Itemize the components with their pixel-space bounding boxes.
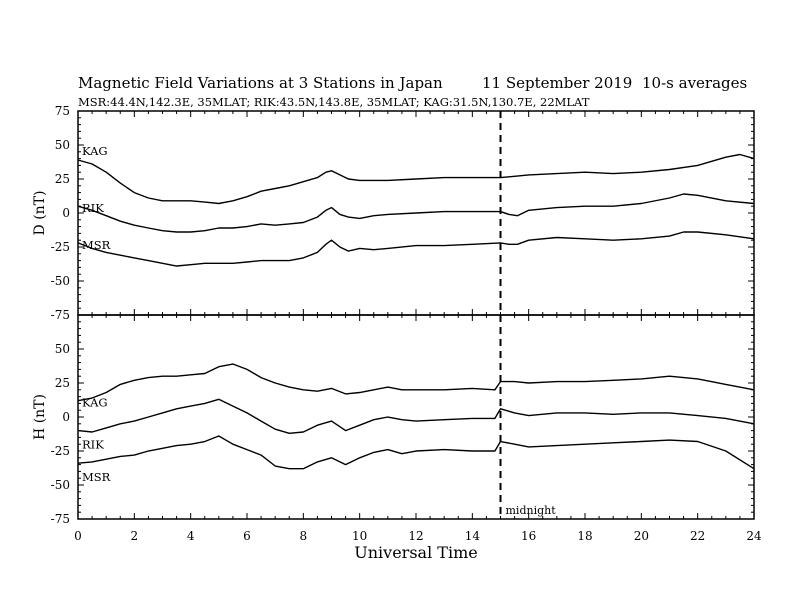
d-y-tick-label: -75 <box>51 308 70 322</box>
h-series-label-kag: KAG <box>82 396 108 410</box>
d-series-label-kag: KAG <box>82 144 108 158</box>
h-y-tick-label: 25 <box>55 376 70 390</box>
x-tick-label: 12 <box>408 529 423 543</box>
station-coordinates: MSR:44.4N,142.3E, 35MLAT; RIK:43.5N,143.… <box>78 95 590 109</box>
h-series-label-rik: RIK <box>82 438 104 452</box>
d-series-msr-line <box>77 231 755 267</box>
d-y-tick-label: 0 <box>62 206 70 220</box>
h-y-tick-label: 0 <box>62 410 70 424</box>
d-series-label-rik: RIK <box>82 201 104 215</box>
d-y-tick-label: 25 <box>55 172 70 186</box>
x-tick-label: 20 <box>634 529 649 543</box>
h-series-msr-line <box>77 435 755 470</box>
x-tick-label: 10 <box>352 529 367 543</box>
x-axis-label: Universal Time <box>354 543 477 562</box>
h-panel-frame <box>77 314 755 520</box>
h-y-tick-label: -50 <box>51 478 70 492</box>
x-tick-label: 24 <box>746 529 762 543</box>
d-y-tick-label: 75 <box>55 104 70 118</box>
x-tick-label: 14 <box>465 529 481 543</box>
x-tick-label: 2 <box>131 529 139 543</box>
d-y-tick-label: -50 <box>51 274 70 288</box>
d-y-tick-label: 50 <box>55 138 70 152</box>
x-tick-label: 6 <box>243 529 251 543</box>
x-tick-label: 0 <box>74 529 82 543</box>
chart-averaging: 10-s averages <box>642 74 747 92</box>
h-y-tick-label: -75 <box>51 512 70 526</box>
midnight-label: midnight <box>506 504 557 517</box>
d-series-rik-line <box>77 193 755 233</box>
d-series-label-msr: MSR <box>82 238 111 252</box>
h-series-rik-line <box>77 398 755 434</box>
x-tick-label: 18 <box>577 529 592 543</box>
h-y-tick-label: 50 <box>55 342 70 356</box>
h-y-tick-label: -25 <box>51 444 70 458</box>
chart-date: 11 September 2019 <box>482 74 632 92</box>
x-tick-label: 8 <box>300 529 308 543</box>
x-tick-label: 22 <box>690 529 705 543</box>
d-y-tick-label: -25 <box>51 240 70 254</box>
d-series-kag-line <box>77 153 755 205</box>
x-tick-label: 4 <box>187 529 195 543</box>
d-component-panel: -75 -50 -25 0 25 50 75 D (nT) KAG RIK MSR <box>32 104 755 322</box>
x-tick-label: 16 <box>521 529 536 543</box>
d-y-axis-label: D (nT) <box>32 191 48 236</box>
h-series-label-msr: MSR <box>82 470 111 484</box>
chart-title: Magnetic Field Variations at 3 Stations … <box>78 74 443 92</box>
h-y-axis-label: H (nT) <box>32 394 48 440</box>
h-series-kag-line <box>77 363 755 402</box>
